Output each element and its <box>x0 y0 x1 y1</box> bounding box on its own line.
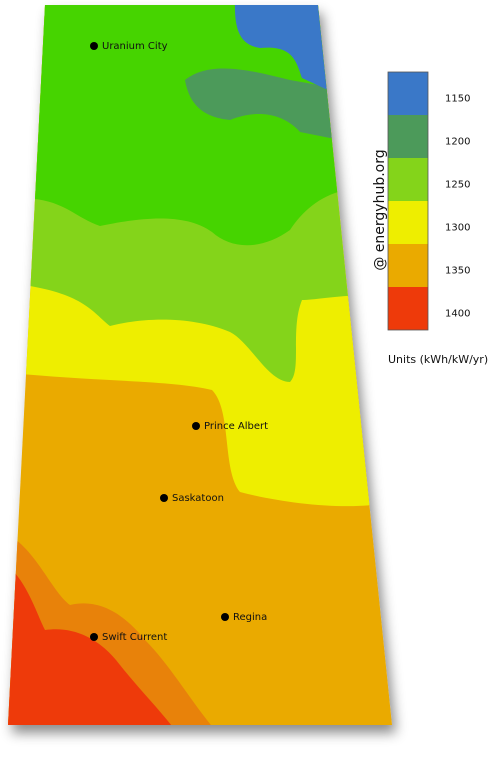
legend-label: 1300 <box>445 223 470 234</box>
city-label: Saskatoon <box>172 493 224 504</box>
legend-swatch <box>388 244 428 287</box>
legend-swatch <box>388 287 428 330</box>
legend-title: Units (kWh/kW/yr) <box>388 353 488 366</box>
city-dot <box>221 613 229 621</box>
city-label: Regina <box>233 612 267 623</box>
legend-swatch <box>388 201 428 244</box>
solar-regions <box>8 5 392 725</box>
legend-label: 1150 <box>445 94 470 105</box>
legend-swatch <box>388 158 428 201</box>
legend-border <box>387 71 429 331</box>
city-label: Swift Current <box>102 632 167 643</box>
legend-label: 1400 <box>445 309 470 320</box>
city-dot <box>160 494 168 502</box>
city-dot <box>90 42 98 50</box>
legend-swatch <box>388 72 428 115</box>
city-dot <box>192 422 200 430</box>
cities: Uranium City Prince Albert Saskatoon Reg… <box>90 41 268 643</box>
legend: 1150 1200 1250 1300 1350 1400 <box>387 71 470 331</box>
legend-label: 1200 <box>445 137 470 148</box>
legend-swatch <box>388 115 428 158</box>
city-label: Prince Albert <box>204 421 268 432</box>
region-1150 <box>234 5 332 92</box>
city-dot <box>90 633 98 641</box>
region-1400 <box>8 560 175 725</box>
region-1200 <box>185 68 340 140</box>
legend-label: 1350 <box>445 266 470 277</box>
legend-label: 1250 <box>445 180 470 191</box>
credit: @ energyhub.org <box>372 149 388 270</box>
city-label: Uranium City <box>102 41 168 52</box>
